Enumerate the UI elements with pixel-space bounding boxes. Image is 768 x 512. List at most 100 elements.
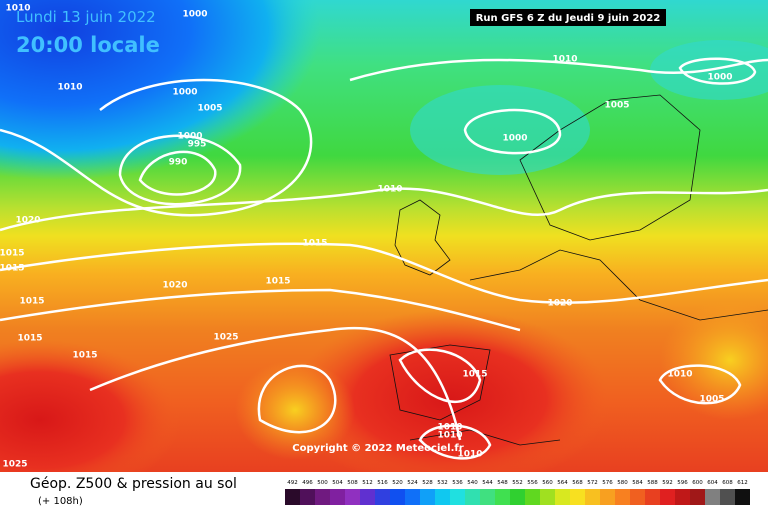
scale-label: 552 bbox=[512, 480, 523, 486]
forecast-date: Lundi 13 juin 2022 bbox=[16, 8, 156, 26]
scale-label: 548 bbox=[497, 480, 508, 486]
copyright: Copyright © 2022 Meteociel.fr bbox=[292, 443, 463, 454]
isobar-label: 1015 bbox=[302, 239, 327, 249]
scale-label: 600 bbox=[692, 480, 703, 486]
scale-swatch bbox=[435, 489, 450, 505]
footer-lead: (+ 108h) bbox=[38, 496, 83, 507]
scale-label: 584 bbox=[632, 480, 643, 486]
scale-label: 516 bbox=[377, 480, 388, 486]
scale-swatch bbox=[405, 489, 420, 505]
scale-swatch bbox=[720, 489, 735, 505]
isobar-label: 1010 bbox=[57, 83, 82, 93]
isobar-label: 1000 bbox=[172, 88, 197, 98]
scale-swatch bbox=[735, 489, 750, 505]
isobar-label: 1020 bbox=[15, 216, 40, 226]
isobar-label: 1005 bbox=[197, 104, 222, 114]
scale-label: 532 bbox=[437, 480, 448, 486]
isobar-label: 1015 bbox=[19, 297, 44, 307]
footer-title: Géop. Z500 & pression au sol bbox=[30, 476, 237, 492]
isobar-label: 1000 bbox=[707, 73, 732, 83]
scale-label: 588 bbox=[647, 480, 658, 486]
isobar-label: 1015 bbox=[0, 249, 25, 259]
isobars bbox=[0, 57, 768, 460]
scale-label: 592 bbox=[662, 480, 673, 486]
scale-swatch bbox=[375, 489, 390, 505]
isobar-label: 1000 bbox=[177, 132, 202, 142]
isobar-label: 1020 bbox=[547, 299, 572, 309]
scale-swatch bbox=[285, 489, 300, 505]
scale-label: 520 bbox=[392, 480, 403, 486]
isobar-label: 1025 bbox=[213, 333, 238, 343]
isobar-label: 1005 bbox=[699, 395, 724, 405]
scale-label: 612 bbox=[737, 480, 748, 486]
isobar-label: 1010 bbox=[667, 370, 692, 380]
scale-swatch bbox=[585, 489, 600, 505]
isobar-label: 1010 bbox=[437, 423, 462, 433]
scale-swatch bbox=[615, 489, 630, 505]
scale-swatch bbox=[450, 489, 465, 505]
scale-swatch bbox=[675, 489, 690, 505]
isobar-label: 1000 bbox=[502, 134, 527, 144]
forecast-time: 20:00 locale bbox=[16, 33, 160, 57]
scale-label: 492 bbox=[287, 480, 298, 486]
scale-swatch bbox=[330, 489, 345, 505]
warm-area bbox=[0, 340, 180, 500]
scale-label: 508 bbox=[347, 480, 358, 486]
scale-label: 608 bbox=[722, 480, 733, 486]
isobar-label: 1000 bbox=[182, 10, 207, 20]
scale-label: 572 bbox=[587, 480, 598, 486]
scale-label: 564 bbox=[557, 480, 568, 486]
isobar-label: 1020 bbox=[162, 281, 187, 291]
isobar-label: 1010 bbox=[437, 431, 462, 441]
scale-label: 604 bbox=[707, 480, 718, 486]
scale-swatch bbox=[300, 489, 315, 505]
scale-swatch bbox=[480, 489, 495, 505]
cold-area bbox=[0, 0, 320, 180]
scale-label: 556 bbox=[527, 480, 538, 486]
scale-swatch bbox=[555, 489, 570, 505]
scale-swatch bbox=[420, 489, 435, 505]
run-info: Run GFS 6 Z du Jeudi 9 juin 2022 bbox=[476, 13, 661, 24]
isobar-label: 1015 bbox=[17, 334, 42, 344]
isobar-label: 1010 bbox=[457, 450, 482, 460]
isobar-label: 1010 bbox=[552, 55, 577, 65]
scale-label: 524 bbox=[407, 480, 418, 486]
scale-swatch bbox=[345, 489, 360, 505]
scale-label: 500 bbox=[317, 480, 328, 486]
scale-swatch bbox=[540, 489, 555, 505]
scale-label: 580 bbox=[617, 480, 628, 486]
cold-area bbox=[410, 85, 590, 175]
scale-swatch bbox=[690, 489, 705, 505]
scale-swatch bbox=[510, 489, 525, 505]
scale-label: 544 bbox=[482, 480, 493, 486]
scale-swatch bbox=[570, 489, 585, 505]
isobar-label: 1005 bbox=[604, 101, 629, 111]
scale-swatch bbox=[390, 489, 405, 505]
warm-area bbox=[660, 300, 768, 420]
scale-label: 568 bbox=[572, 480, 583, 486]
scale-swatch bbox=[705, 489, 720, 505]
scale-swatch bbox=[315, 489, 330, 505]
isobar-label: 1015 bbox=[265, 277, 290, 287]
scale-swatch bbox=[525, 489, 540, 505]
isobar-label: 1015 bbox=[0, 264, 25, 274]
run-box bbox=[470, 9, 666, 26]
color-scale: 492 496 500 504 508 512 516 520 524 528 532 536 540 5… bbox=[285, 480, 750, 505]
scale-label: 512 bbox=[362, 480, 373, 486]
isobar-label: 1010 bbox=[377, 185, 402, 195]
scale-swatch bbox=[360, 489, 375, 505]
scale-label: 504 bbox=[332, 480, 343, 486]
scale-swatch bbox=[630, 489, 645, 505]
isobar-label: 995 bbox=[188, 140, 207, 150]
warm-area bbox=[290, 310, 610, 490]
scale-swatch bbox=[600, 489, 615, 505]
scale-label: 596 bbox=[677, 480, 688, 486]
scale-label: 496 bbox=[302, 480, 313, 486]
scale-label: 576 bbox=[602, 480, 613, 486]
isobar-label: 1015 bbox=[462, 370, 487, 380]
scale-label: 528 bbox=[422, 480, 433, 486]
scale-swatch bbox=[495, 489, 510, 505]
isobar-label: 1015 bbox=[72, 351, 97, 361]
scale-label: 560 bbox=[542, 480, 553, 486]
isobar-label: 1010 bbox=[5, 4, 30, 14]
